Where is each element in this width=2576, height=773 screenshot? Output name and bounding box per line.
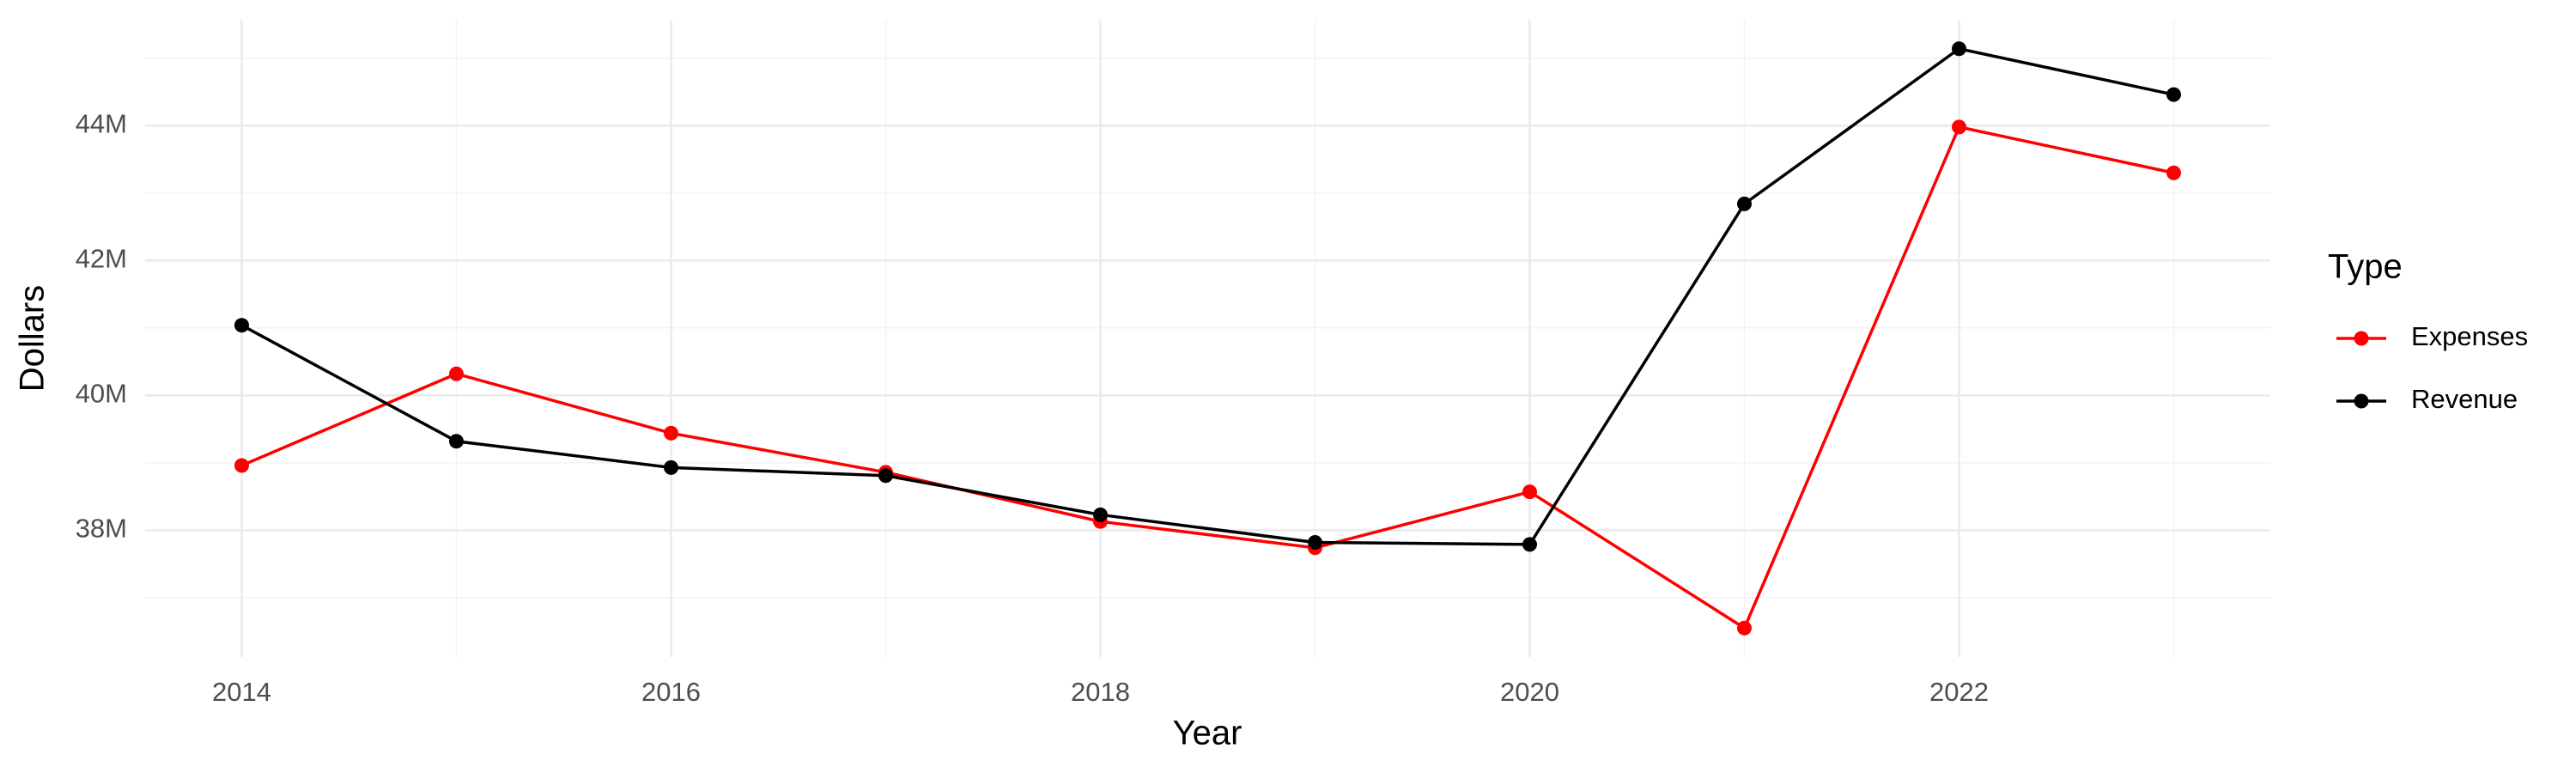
data-point — [234, 458, 249, 473]
series-line — [240, 125, 2174, 630]
data-point — [1522, 484, 1537, 500]
legend-key-point — [2354, 393, 2369, 409]
data-point — [1952, 119, 1966, 135]
y-tick-label: 44M — [76, 108, 127, 138]
y-axis-title: Dollars — [14, 285, 52, 392]
data-point — [1952, 41, 1966, 57]
series-line — [240, 46, 2174, 546]
data-point — [1093, 507, 1108, 522]
data-point — [664, 460, 678, 475]
data-point — [2166, 165, 2181, 180]
data-point — [449, 434, 464, 449]
legend-label: Revenue — [2411, 384, 2518, 414]
data-point — [1737, 620, 1752, 636]
legend-title: Type — [2328, 248, 2403, 286]
data-point — [878, 468, 893, 484]
x-tick-label: 2022 — [1929, 677, 1989, 707]
y-tick-label: 40M — [76, 379, 127, 409]
y-tick-label: 38M — [76, 514, 127, 544]
y-tick-label: 42M — [76, 243, 127, 273]
data-point — [1308, 535, 1322, 551]
data-point — [664, 425, 678, 441]
x-axis-title: Year — [1173, 715, 1242, 752]
x-tick-label: 2020 — [1500, 677, 1559, 707]
x-tick-label: 2014 — [212, 677, 271, 707]
data-point — [1737, 196, 1752, 211]
data-point — [1522, 537, 1537, 552]
data-point — [449, 366, 464, 381]
legend-label: Expenses — [2411, 321, 2528, 351]
x-tick-label: 2016 — [641, 677, 701, 707]
data-point — [234, 318, 249, 333]
data-point — [2166, 87, 2181, 102]
legend-key-point — [2354, 331, 2369, 346]
x-tick-label: 2018 — [1071, 677, 1130, 707]
